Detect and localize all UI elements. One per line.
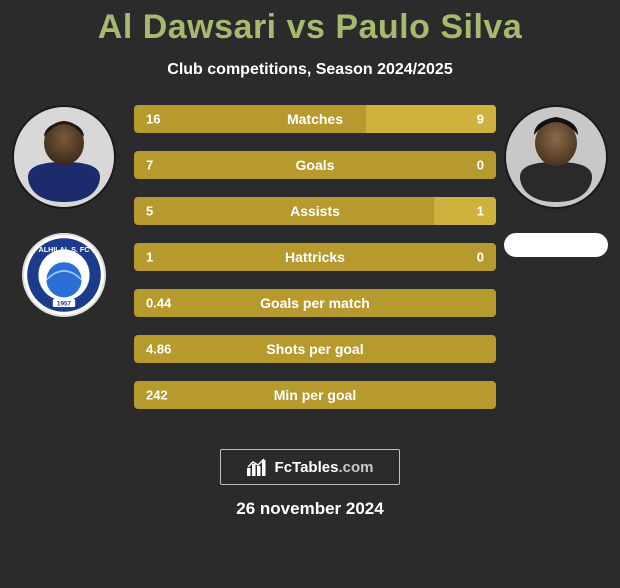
stat-label: Shots per goal: [134, 341, 496, 357]
stat-row: 1Hattricks0: [134, 243, 496, 271]
stat-label: Hattricks: [134, 249, 496, 265]
left-column: ALHILAL S. FC 1957: [8, 105, 120, 317]
comparison-date: 26 november 2024: [0, 499, 620, 519]
club-year: 1957: [57, 300, 72, 307]
fctables-logo: FcTables.com: [220, 449, 400, 485]
svg-text:ALHILAL S. FC: ALHILAL S. FC: [39, 245, 90, 254]
comparison-title: Al Dawsari vs Paulo Silva: [0, 8, 620, 47]
comparison-area: ALHILAL S. FC 1957 16: [0, 105, 620, 425]
bar-chart-icon: [247, 458, 269, 476]
comparison-subtitle: Club competitions, Season 2024/2025: [0, 61, 620, 79]
stat-label: Assists: [134, 203, 496, 219]
footer-domain: .com: [338, 459, 373, 476]
stats-rows: 16Matches97Goals05Assists11Hattricks00.4…: [134, 105, 496, 409]
stat-row: 0.44Goals per match: [134, 289, 496, 317]
stat-label: Goals per match: [134, 295, 496, 311]
stat-row: 242Min per goal: [134, 381, 496, 409]
person-icon: [506, 107, 606, 207]
stat-row: 4.86Shots per goal: [134, 335, 496, 363]
right-column: [500, 105, 612, 257]
stat-label: Goals: [134, 157, 496, 173]
club-crest-icon: ALHILAL S. FC 1957: [24, 235, 104, 315]
right-player-avatar: [504, 105, 608, 209]
left-player-avatar: [12, 105, 116, 209]
footer-brand: FcTables: [275, 459, 339, 476]
stat-right-value: 9: [477, 112, 484, 127]
stat-right-value: 0: [477, 250, 484, 265]
stat-row: 7Goals0: [134, 151, 496, 179]
person-icon: [14, 107, 114, 207]
stat-label: Matches: [134, 111, 496, 127]
stat-right-value: 0: [477, 158, 484, 173]
footer-brand-text: FcTables.com: [275, 459, 374, 476]
stat-row: 5Assists1: [134, 197, 496, 225]
right-club-badge-blank: [504, 233, 608, 257]
stat-right-value: 1: [477, 204, 484, 219]
stat-label: Min per goal: [134, 387, 496, 403]
left-club-badge: ALHILAL S. FC 1957: [22, 233, 106, 317]
stat-row: 16Matches9: [134, 105, 496, 133]
